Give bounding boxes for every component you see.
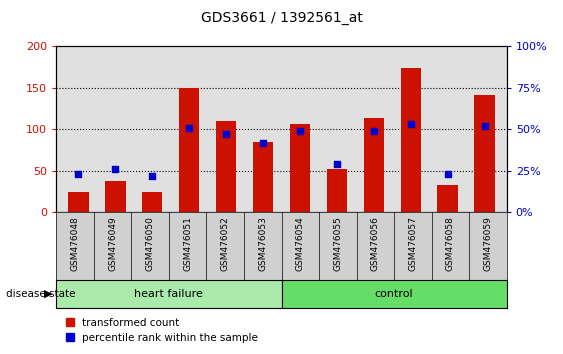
Point bbox=[185, 125, 194, 130]
Legend: transformed count, percentile rank within the sample: transformed count, percentile rank withi… bbox=[61, 314, 262, 347]
Text: GSM476048: GSM476048 bbox=[70, 216, 79, 270]
Point bbox=[369, 128, 378, 134]
Point bbox=[258, 140, 267, 145]
Bar bbox=[475, 95, 495, 212]
Text: heart failure: heart failure bbox=[135, 289, 203, 299]
Text: GSM476057: GSM476057 bbox=[408, 216, 417, 271]
Text: GSM476049: GSM476049 bbox=[108, 216, 117, 270]
Text: GSM476059: GSM476059 bbox=[484, 216, 493, 271]
Point bbox=[332, 161, 341, 167]
Text: GSM476056: GSM476056 bbox=[371, 216, 380, 271]
Text: GSM476052: GSM476052 bbox=[221, 216, 230, 270]
Text: GDS3661 / 1392561_at: GDS3661 / 1392561_at bbox=[200, 11, 363, 25]
Text: GSM476058: GSM476058 bbox=[446, 216, 455, 271]
Bar bbox=[68, 192, 88, 212]
Text: control: control bbox=[375, 289, 413, 299]
Point bbox=[443, 171, 452, 177]
Point bbox=[148, 173, 157, 179]
Point bbox=[296, 128, 305, 134]
Point bbox=[111, 166, 120, 172]
Text: GSM476053: GSM476053 bbox=[258, 216, 267, 271]
Bar bbox=[216, 121, 236, 212]
Point bbox=[406, 121, 415, 127]
Text: disease state: disease state bbox=[6, 289, 75, 299]
Point bbox=[480, 123, 489, 129]
Bar bbox=[179, 88, 199, 212]
Point bbox=[222, 131, 231, 137]
Bar bbox=[364, 118, 384, 212]
Bar bbox=[290, 124, 310, 212]
Text: GSM476055: GSM476055 bbox=[333, 216, 342, 271]
Text: ▶: ▶ bbox=[43, 289, 52, 299]
Point bbox=[74, 171, 83, 177]
Bar bbox=[253, 142, 273, 212]
Bar bbox=[105, 181, 126, 212]
Bar bbox=[437, 185, 458, 212]
Bar bbox=[142, 192, 163, 212]
Text: GSM476054: GSM476054 bbox=[296, 216, 305, 270]
Bar bbox=[400, 68, 421, 212]
Bar bbox=[327, 169, 347, 212]
Text: GSM476050: GSM476050 bbox=[146, 216, 155, 271]
Text: GSM476051: GSM476051 bbox=[183, 216, 192, 271]
